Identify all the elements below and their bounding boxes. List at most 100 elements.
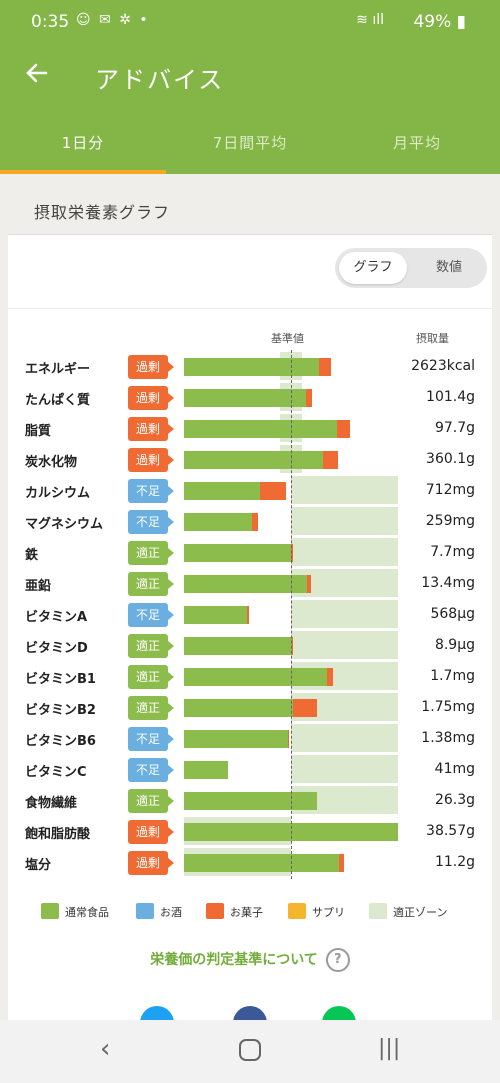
- normal-food-segment: [184, 389, 306, 407]
- nutrient-row: ビタミンB2 適正 1.75mg: [8, 693, 492, 723]
- status-badge: 適正: [128, 634, 174, 658]
- tab-monthly-average[interactable]: 月平均: [392, 134, 441, 152]
- normal-food-segment: [184, 854, 340, 872]
- status-badge: 過剰: [128, 386, 174, 410]
- nutrient-row: 飽和脂肪酸 過剰 38.57g: [8, 817, 492, 847]
- criteria-link[interactable]: 栄養価の判定基準について?: [8, 948, 492, 972]
- status-badge: 過剰: [128, 851, 174, 875]
- normal-food-segment: [184, 730, 288, 748]
- normal-food-segment: [184, 358, 319, 376]
- intake-header: 摂取量: [416, 332, 449, 345]
- nutrient-name: 食物繊維: [25, 796, 78, 811]
- snack-segment: [252, 513, 258, 531]
- intake-value: 1.38mg: [421, 730, 475, 746]
- legend-label: 通常食品: [65, 906, 109, 919]
- snack-segment: [307, 575, 312, 593]
- baseline-header: 基準値: [271, 332, 304, 345]
- intake-value: 7.7mg: [430, 544, 475, 560]
- normal-food-segment: [184, 482, 260, 500]
- card-header: 摂取栄養素グラフ: [8, 184, 492, 235]
- system-nav-bar: ‹ |||: [0, 1020, 500, 1083]
- view-toggle: グラフ 数値: [335, 248, 487, 288]
- proper-zone: [291, 538, 398, 566]
- snack-segment: [259, 482, 286, 500]
- tab-seven-day-average[interactable]: 7日間平均: [212, 134, 288, 152]
- nutrient-name: ビタミンD: [25, 641, 88, 656]
- legend-label: お酒: [160, 906, 182, 919]
- normal-food-segment: [184, 451, 324, 469]
- normal-food-segment: [184, 637, 293, 655]
- content-area: 摂取栄養素グラフ グラフ 数値 基準値 摂取量 エネルギー 過剰 2623kcal た…: [0, 174, 500, 1044]
- arrow-left-icon[interactable]: [24, 60, 50, 93]
- back-nav-icon[interactable]: ‹: [100, 1034, 111, 1064]
- nutrient-row: 鉄 適正 7.7mg: [8, 538, 492, 568]
- nutrient-name: 脂質: [25, 424, 52, 439]
- intake-value: 259mg: [425, 513, 475, 529]
- page-title: アドバイス: [95, 66, 225, 94]
- nutrient-row: ビタミンC 不足 41mg: [8, 755, 492, 785]
- nutrient-name: たんぱく質: [25, 393, 91, 408]
- intake-value: 2623kcal: [411, 358, 475, 374]
- intake-value: 38.57g: [426, 823, 475, 839]
- nutrient-name: 炭水化物: [25, 455, 78, 470]
- nutrient-name: カルシウム: [25, 486, 91, 501]
- status-badge: 不足: [128, 479, 174, 503]
- recents-nav-icon[interactable]: |||: [378, 1036, 401, 1061]
- intake-value: 97.7g: [434, 420, 475, 436]
- normal-food-segment: [184, 420, 337, 438]
- normal-food-segment: [184, 544, 291, 562]
- notification-icons: ☺ ✉ ✲ •: [76, 12, 150, 28]
- legend-swatch: [369, 903, 387, 919]
- graph-toggle-button[interactable]: グラフ: [339, 252, 407, 284]
- intake-value: 13.4mg: [421, 575, 475, 591]
- nutrient-row: 食物繊維 適正 26.3g: [8, 786, 492, 816]
- help-icon[interactable]: ?: [325, 948, 350, 972]
- normal-food-segment: [184, 606, 248, 624]
- nutrient-name: 塩分: [25, 858, 52, 873]
- nutrient-name: ビタミンA: [25, 610, 88, 625]
- snack-segment: [323, 451, 339, 469]
- snack-segment: [292, 637, 294, 655]
- nutrient-name: ビタミンB2: [25, 703, 96, 718]
- status-badge: 適正: [128, 696, 174, 720]
- intake-value: 712mg: [425, 482, 475, 498]
- normal-food-segment: [184, 513, 253, 531]
- nutrient-name: 飽和脂肪酸: [25, 827, 91, 842]
- nutrient-row: 塩分 過剰 11.2g: [8, 848, 492, 878]
- tab-one-day[interactable]: 1日分: [61, 134, 105, 152]
- status-badge: 適正: [128, 572, 174, 596]
- nutrient-row: 炭水化物 過剰 360.1g: [8, 445, 492, 475]
- snack-segment: [291, 544, 294, 562]
- proper-zone: [291, 631, 398, 659]
- status-badge: 過剰: [128, 417, 174, 441]
- normal-food-segment: [184, 699, 294, 717]
- nutrient-name: マグネシウム: [25, 517, 104, 532]
- active-tab-indicator: [0, 170, 166, 174]
- number-toggle-button[interactable]: 数値: [435, 260, 462, 275]
- criteria-link-label[interactable]: 栄養価の判定基準について: [150, 952, 318, 968]
- snack-segment: [293, 699, 317, 717]
- status-badge: 適正: [128, 665, 174, 689]
- legend-label: サプリ: [312, 906, 345, 919]
- battery-indicator: 49% ▮: [413, 12, 466, 32]
- home-nav-icon[interactable]: [238, 1038, 262, 1069]
- intake-value: 26.3g: [434, 792, 475, 808]
- status-badge: 不足: [128, 510, 174, 534]
- snack-segment: [318, 358, 331, 376]
- intake-value: 41mg: [434, 761, 475, 777]
- nutrient-row: 脂質 過剰 97.7g: [8, 414, 492, 444]
- legend-swatch: [206, 903, 224, 919]
- baseline-line: [291, 350, 292, 879]
- card-title: 摂取栄養素グラフ: [34, 203, 171, 222]
- nutrient-name: ビタミンB1: [25, 672, 96, 687]
- snack-segment: [327, 668, 333, 686]
- status-badge: 過剰: [128, 448, 174, 472]
- legend-swatch: [288, 903, 306, 919]
- nutrient-row: エネルギー 過剰 2623kcal: [8, 352, 492, 382]
- snack-segment: [287, 730, 289, 748]
- normal-food-segment: [184, 792, 317, 810]
- legend-swatch: [41, 903, 59, 919]
- status-badge: 適正: [128, 789, 174, 813]
- proper-zone: [291, 507, 398, 535]
- nutrient-name: エネルギー: [25, 362, 91, 377]
